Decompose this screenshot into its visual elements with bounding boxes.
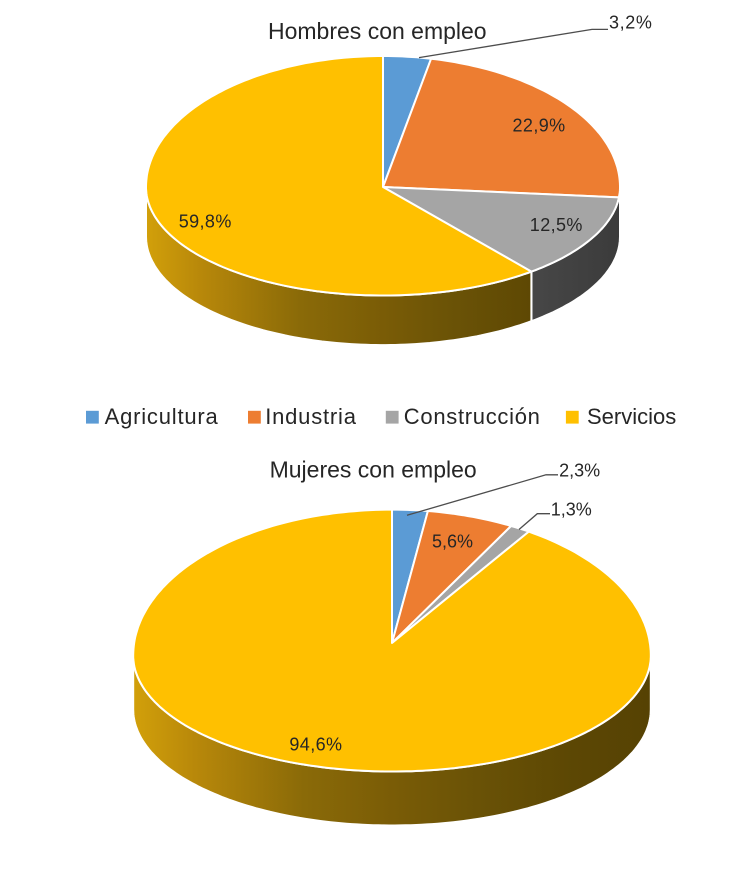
svg-text:Hombres con empleo: Hombres con empleo bbox=[268, 18, 487, 44]
svg-text:94,6%: 94,6% bbox=[289, 734, 342, 754]
svg-text:22,9%: 22,9% bbox=[513, 116, 566, 136]
svg-text:1,3%: 1,3% bbox=[551, 500, 592, 520]
svg-text:Construcción: Construcción bbox=[404, 404, 541, 429]
svg-text:Industria: Industria bbox=[265, 404, 357, 429]
svg-text:12,5%: 12,5% bbox=[530, 215, 583, 235]
svg-text:2,3%: 2,3% bbox=[559, 460, 600, 480]
svg-text:5,6%: 5,6% bbox=[432, 531, 473, 551]
svg-text:Servicios: Servicios bbox=[587, 404, 676, 429]
svg-text:Mujeres con empleo: Mujeres con empleo bbox=[270, 457, 477, 483]
svg-text:59,8%: 59,8% bbox=[179, 211, 232, 231]
svg-text:3,2%: 3,2% bbox=[609, 13, 652, 33]
svg-text:Agricultura: Agricultura bbox=[105, 404, 219, 429]
